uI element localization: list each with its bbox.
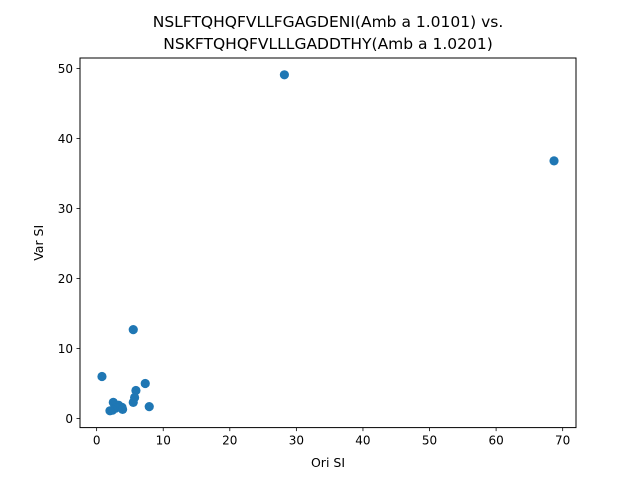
- y-tick-label: 20: [58, 272, 73, 286]
- y-tick-label: 40: [58, 132, 73, 146]
- plot-frame: [79, 57, 577, 429]
- data-point: [549, 156, 559, 166]
- data-point: [118, 404, 128, 414]
- data-point: [105, 406, 115, 416]
- y-tick-label: 10: [58, 342, 73, 356]
- chart-title-line-1: NSLFTQHQFVLLFGAGDENI(Amb a 1.0101) vs.: [153, 13, 504, 31]
- x-tick-label: 70: [555, 434, 570, 448]
- data-point: [131, 385, 141, 396]
- x-tick-label: 30: [289, 434, 304, 448]
- data-point: [128, 325, 138, 335]
- x-tick-label: 60: [488, 434, 503, 448]
- x-tick-label: 20: [222, 434, 237, 448]
- data-points: [97, 70, 559, 416]
- y-tick-label: 0: [65, 412, 73, 426]
- data-point: [140, 378, 150, 389]
- x-tick-label: 0: [93, 434, 101, 448]
- data-point: [279, 70, 289, 80]
- axis-ticks: 0 10 20 30 40 50 60 70 0 10 20 30 40 50: [58, 62, 571, 448]
- x-tick-label: 40: [355, 434, 370, 448]
- x-axis-label: Ori SI: [311, 455, 345, 470]
- data-point: [128, 397, 138, 407]
- x-tick-label: 10: [156, 434, 171, 448]
- chart-title-line-2: NSKFTQHQFVLLLGADDTHY(Amb a 1.0201): [163, 35, 493, 53]
- data-point: [97, 371, 107, 382]
- y-axis-label: Var SI: [31, 225, 46, 261]
- y-tick-label: 30: [58, 202, 73, 216]
- data-point: [144, 402, 154, 412]
- y-tick-label: 50: [58, 62, 73, 76]
- x-tick-label: 50: [422, 434, 437, 448]
